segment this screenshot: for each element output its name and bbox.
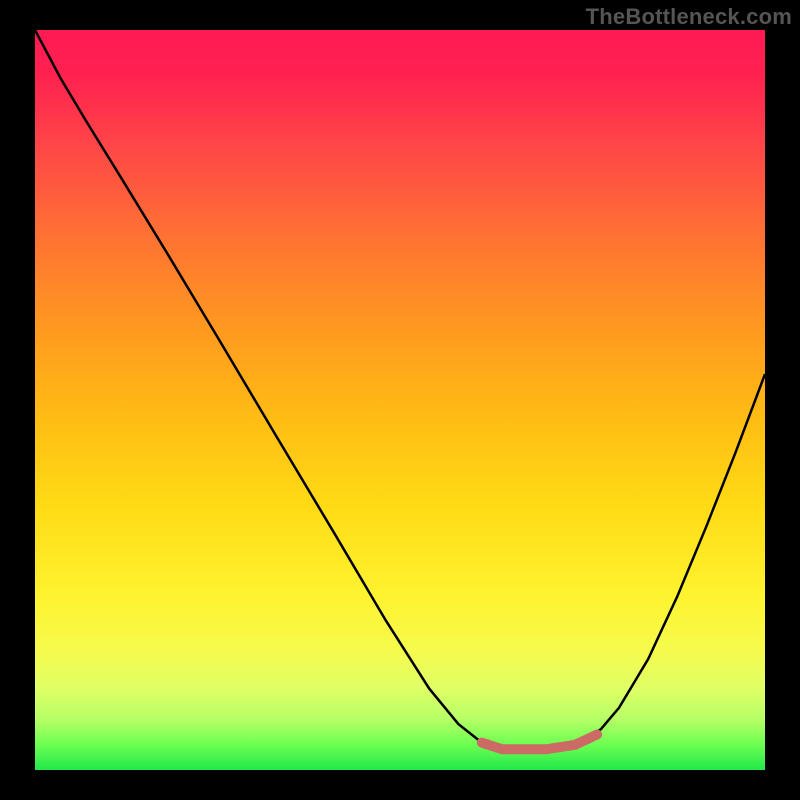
plot-background <box>35 30 765 770</box>
chart-container: TheBottleneck.com <box>0 0 800 800</box>
bottleneck-curve-chart <box>0 0 800 800</box>
watermark-text: TheBottleneck.com <box>586 4 792 30</box>
